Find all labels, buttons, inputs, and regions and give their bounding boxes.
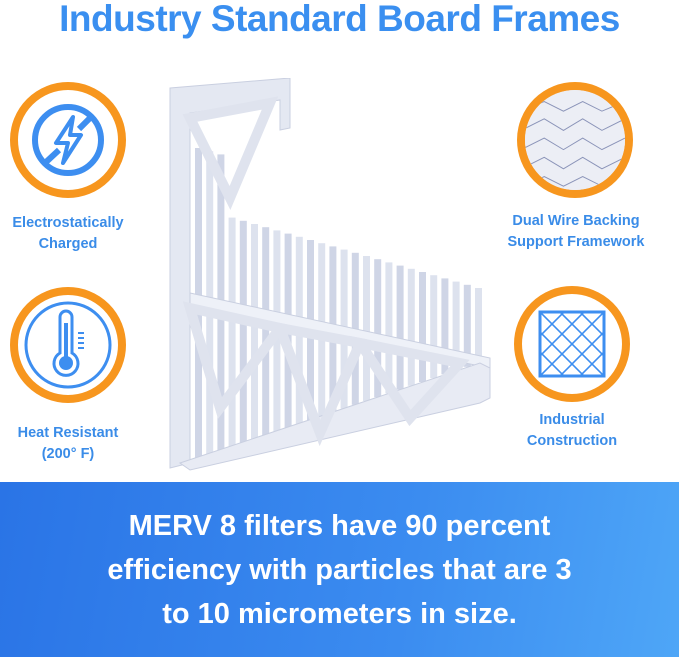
pleat bbox=[396, 265, 404, 390]
pleat bbox=[441, 278, 449, 375]
pleat bbox=[430, 275, 438, 379]
page-title: Industry Standard Board Frames bbox=[59, 0, 620, 39]
label-line: Support Framework bbox=[507, 234, 645, 250]
label-line: Charged bbox=[38, 236, 98, 252]
pleat bbox=[262, 227, 270, 436]
electrostatic-badge bbox=[10, 82, 126, 198]
info-banner: MERV 8 filters have 90 percent efficienc… bbox=[0, 482, 679, 657]
pleat bbox=[374, 259, 382, 398]
pleat bbox=[228, 217, 236, 447]
pleat bbox=[407, 268, 415, 386]
pleat bbox=[452, 281, 460, 371]
electrostatic-label: Electrostatically Charged bbox=[0, 213, 158, 255]
pleat bbox=[385, 262, 393, 394]
label-line: Heat Resistant bbox=[17, 425, 119, 441]
label-line: Industrial bbox=[539, 412, 605, 428]
banner-line: efficiency with particles that are 3 bbox=[107, 553, 572, 586]
heat-resistant-label: Heat Resistant (200° F) bbox=[0, 423, 158, 465]
wire-mesh-icon bbox=[525, 90, 625, 190]
banner-line: MERV 8 filters have 90 percent bbox=[128, 509, 551, 542]
label-line: (200° F) bbox=[41, 446, 95, 462]
pleat bbox=[419, 272, 426, 382]
lightning-slash-icon bbox=[32, 104, 104, 176]
grid-square-icon bbox=[538, 310, 606, 378]
thermometer-icon bbox=[24, 301, 112, 389]
label-line: Dual Wire Backing bbox=[512, 213, 640, 229]
label-line: Electrostatically bbox=[12, 215, 124, 231]
pleat bbox=[463, 284, 471, 367]
label-line: Construction bbox=[526, 433, 618, 449]
heat-resistant-badge bbox=[10, 287, 126, 403]
banner-line: to 10 micrometers in size. bbox=[162, 597, 517, 630]
pleat bbox=[251, 224, 258, 439]
air-filter-illustration bbox=[169, 78, 491, 471]
pleat bbox=[239, 220, 247, 443]
banner-text: MERV 8 filters have 90 percent efficienc… bbox=[60, 504, 620, 636]
industrial-badge bbox=[514, 286, 630, 402]
wire-backing-label: Dual Wire Backing Support Framework bbox=[486, 211, 666, 253]
pleat bbox=[363, 256, 370, 401]
industrial-label: Industrial Construction bbox=[482, 410, 662, 452]
pleat bbox=[475, 288, 482, 363]
wire-backing-badge bbox=[517, 82, 633, 198]
